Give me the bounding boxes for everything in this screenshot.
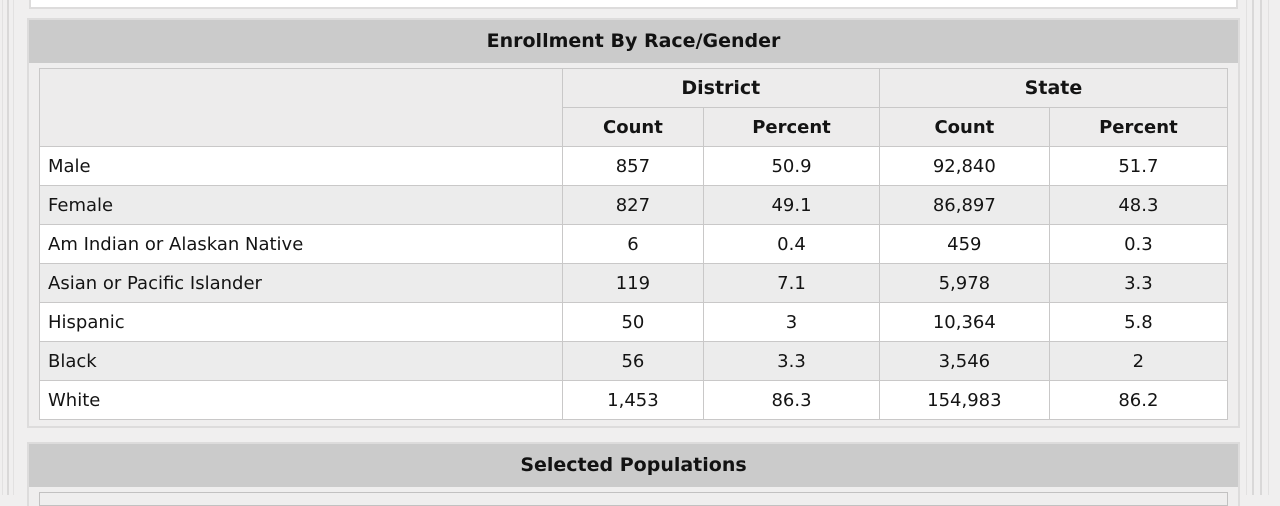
table-row-am-indian: Am Indian or Alaskan Native 6 0.4 459 0.… [40, 225, 1228, 264]
table-row-female: Female 827 49.1 86,897 48.3 [40, 186, 1228, 225]
page-frame-line-left-outer [2, 0, 3, 495]
district-count-cell: 827 [562, 186, 703, 225]
page-frame-line-right-outer [1260, 0, 1262, 495]
row-label: Female [40, 186, 563, 225]
row-label: Am Indian or Alaskan Native [40, 225, 563, 264]
row-label: White [40, 381, 563, 420]
district-percent-cell: 49.1 [704, 186, 880, 225]
enrollment-table: District State Count Percent Count Perce… [39, 68, 1228, 420]
state-percent-cell: 51.7 [1049, 147, 1227, 186]
state-count-cell: 86,897 [879, 186, 1049, 225]
district-percent-cell: 0.4 [704, 225, 880, 264]
state-count-cell: 10,364 [879, 303, 1049, 342]
district-percent-cell: 50.9 [704, 147, 880, 186]
page-frame-line-right-mid [1252, 0, 1254, 495]
state-percent-cell: 5.8 [1049, 303, 1227, 342]
district-group-header: District [562, 69, 879, 108]
district-percent-cell: 3 [704, 303, 880, 342]
district-count-cell: 56 [562, 342, 703, 381]
state-count-cell: 154,983 [879, 381, 1049, 420]
page-frame-line-right-inner [1246, 0, 1247, 495]
state-count-cell: 3,546 [879, 342, 1049, 381]
row-label: Hispanic [40, 303, 563, 342]
table-row-hispanic: Hispanic 50 3 10,364 5.8 [40, 303, 1228, 342]
selected-populations-table-top-edge [39, 492, 1228, 506]
state-percent-cell: 0.3 [1049, 225, 1227, 264]
table-row-asian: Asian or Pacific Islander 119 7.1 5,978 … [40, 264, 1228, 303]
row-label: Black [40, 342, 563, 381]
state-percent-cell: 2 [1049, 342, 1227, 381]
district-count-header: Count [562, 108, 703, 147]
enrollment-by-race-gender-section: Enrollment By Race/Gender District State… [27, 18, 1240, 428]
state-count-cell: 459 [879, 225, 1049, 264]
row-label: Asian or Pacific Islander [40, 264, 563, 303]
previous-section-bottom-edge [29, 0, 1238, 9]
selected-populations-section: Selected Populations [27, 442, 1240, 506]
state-percent-cell: 48.3 [1049, 186, 1227, 225]
state-percent-cell: 3.3 [1049, 264, 1227, 303]
district-count-cell: 119 [562, 264, 703, 303]
state-group-header: State [879, 69, 1227, 108]
district-count-cell: 857 [562, 147, 703, 186]
group-header-row: District State [40, 69, 1228, 108]
empty-corner-header-cell [40, 69, 563, 147]
district-percent-cell: 86.3 [704, 381, 880, 420]
state-count-cell: 92,840 [879, 147, 1049, 186]
enrollment-section-title: Enrollment By Race/Gender [29, 20, 1238, 63]
page-frame-line-right-edge [1268, 0, 1269, 495]
state-count-header: Count [879, 108, 1049, 147]
table-row-male: Male 857 50.9 92,840 51.7 [40, 147, 1228, 186]
district-count-cell: 1,453 [562, 381, 703, 420]
state-percent-header: Percent [1049, 108, 1227, 147]
row-label: Male [40, 147, 563, 186]
page-frame-line-left-inner [13, 0, 14, 495]
table-row-black: Black 56 3.3 3,546 2 [40, 342, 1228, 381]
state-count-cell: 5,978 [879, 264, 1049, 303]
district-percent-header: Percent [704, 108, 880, 147]
district-count-cell: 6 [562, 225, 703, 264]
page-content: Enrollment By Race/Gender District State… [27, 0, 1240, 506]
selected-populations-title: Selected Populations [29, 444, 1238, 487]
table-row-white: White 1,453 86.3 154,983 86.2 [40, 381, 1228, 420]
district-percent-cell: 3.3 [704, 342, 880, 381]
page-frame-line-left-mid [7, 0, 9, 495]
district-count-cell: 50 [562, 303, 703, 342]
state-percent-cell: 86.2 [1049, 381, 1227, 420]
district-percent-cell: 7.1 [704, 264, 880, 303]
